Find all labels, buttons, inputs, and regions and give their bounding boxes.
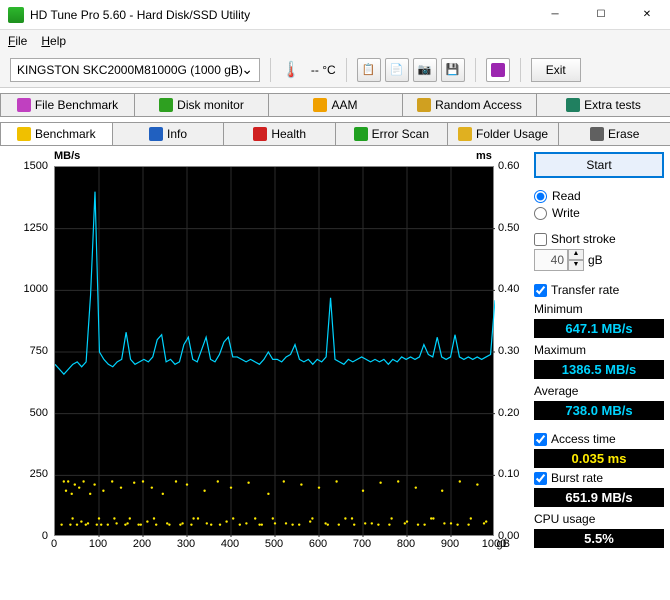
close-button[interactable]: ✕ bbox=[624, 0, 670, 30]
read-radio[interactable]: Read bbox=[534, 189, 664, 203]
tab-erase[interactable]: Erase bbox=[558, 122, 670, 145]
window-title: HD Tune Pro 5.60 - Hard Disk/SSD Utility bbox=[30, 8, 532, 22]
tab-row-1: File BenchmarkDisk monitorAAMRandom Acce… bbox=[0, 93, 670, 117]
menu-file[interactable]: File bbox=[8, 34, 27, 48]
exit-button[interactable]: Exit bbox=[531, 58, 581, 82]
side-panel: Start Read Write Short stroke ▲▼ gB Tran… bbox=[534, 152, 664, 594]
transfer-rate-check[interactable]: Transfer rate bbox=[534, 283, 664, 297]
tab-icon bbox=[253, 127, 267, 141]
tab-error-scan[interactable]: Error Scan bbox=[335, 122, 448, 145]
copy-info-button[interactable]: 📋 bbox=[357, 58, 381, 82]
screenshot-button[interactable]: 📷 bbox=[413, 58, 437, 82]
tab-info[interactable]: Info bbox=[112, 122, 225, 145]
toolbar: KINGSTON SKC2000M81000G (1000 gB) 🌡️ -- … bbox=[0, 52, 670, 88]
access-value: 0.035 ms bbox=[534, 449, 664, 468]
minimize-button[interactable]: ─ bbox=[532, 0, 578, 30]
tab-aam[interactable]: AAM bbox=[268, 93, 403, 116]
menu-help[interactable]: Help bbox=[41, 34, 66, 48]
cpu-value: 5.5% bbox=[534, 529, 664, 548]
access-time-check[interactable]: Access time bbox=[534, 432, 664, 446]
tab-file-benchmark[interactable]: File Benchmark bbox=[0, 93, 135, 116]
tab-extra-tests[interactable]: Extra tests bbox=[536, 93, 670, 116]
tab-folder-usage[interactable]: Folder Usage bbox=[447, 122, 560, 145]
max-label: Maximum bbox=[534, 343, 664, 357]
tab-icon bbox=[17, 127, 31, 141]
short-stroke-check[interactable]: Short stroke bbox=[534, 232, 664, 246]
burst-value: 651.9 MB/s bbox=[534, 488, 664, 507]
tab-icon bbox=[159, 98, 173, 112]
y-axis-left-label: MB/s bbox=[54, 150, 80, 162]
stroke-unit: gB bbox=[588, 253, 603, 267]
tab-random-access[interactable]: Random Access bbox=[402, 93, 537, 116]
write-radio[interactable]: Write bbox=[534, 206, 664, 220]
tab-disk-monitor[interactable]: Disk monitor bbox=[134, 93, 269, 116]
tab-icon bbox=[566, 98, 580, 112]
max-value: 1386.5 MB/s bbox=[534, 360, 664, 379]
tab-icon bbox=[313, 98, 327, 112]
thermometer-icon: 🌡️ bbox=[281, 60, 301, 80]
maximize-button[interactable]: ☐ bbox=[578, 0, 624, 30]
start-button[interactable]: Start bbox=[534, 152, 664, 178]
cpu-label: CPU usage bbox=[534, 512, 664, 526]
tab-benchmark[interactable]: Benchmark bbox=[0, 122, 113, 145]
copy-screenshot-button[interactable]: 📄 bbox=[385, 58, 409, 82]
temp-readout: -- °C bbox=[311, 63, 336, 77]
burst-rate-check[interactable]: Burst rate bbox=[534, 471, 664, 485]
drive-select[interactable]: KINGSTON SKC2000M81000G (1000 gB) bbox=[10, 58, 260, 82]
save-button[interactable]: 💾 bbox=[441, 58, 465, 82]
minimize-tray-button[interactable] bbox=[486, 58, 510, 82]
tab-icon bbox=[458, 127, 472, 141]
tab-icon bbox=[17, 98, 31, 112]
tab-icon bbox=[590, 127, 604, 141]
short-stroke-value[interactable]: ▲▼ bbox=[534, 249, 584, 271]
avg-label: Average bbox=[534, 384, 664, 398]
benchmark-chart bbox=[54, 166, 494, 536]
chart-panel: MB/s ms 0250500750100012501500 0.000.100… bbox=[6, 152, 528, 594]
avg-value: 738.0 MB/s bbox=[534, 401, 664, 420]
min-label: Minimum bbox=[534, 302, 664, 316]
tab-row-2: BenchmarkInfoHealthError ScanFolder Usag… bbox=[0, 122, 670, 146]
y-axis-right-label: ms bbox=[476, 150, 492, 162]
tab-icon bbox=[417, 98, 431, 112]
titlebar: HD Tune Pro 5.60 - Hard Disk/SSD Utility… bbox=[0, 0, 670, 30]
app-icon bbox=[8, 7, 24, 23]
menubar: File Help bbox=[0, 30, 670, 52]
tab-icon bbox=[354, 127, 368, 141]
tab-icon bbox=[149, 127, 163, 141]
min-value: 647.1 MB/s bbox=[534, 319, 664, 338]
tab-health[interactable]: Health bbox=[223, 122, 336, 145]
